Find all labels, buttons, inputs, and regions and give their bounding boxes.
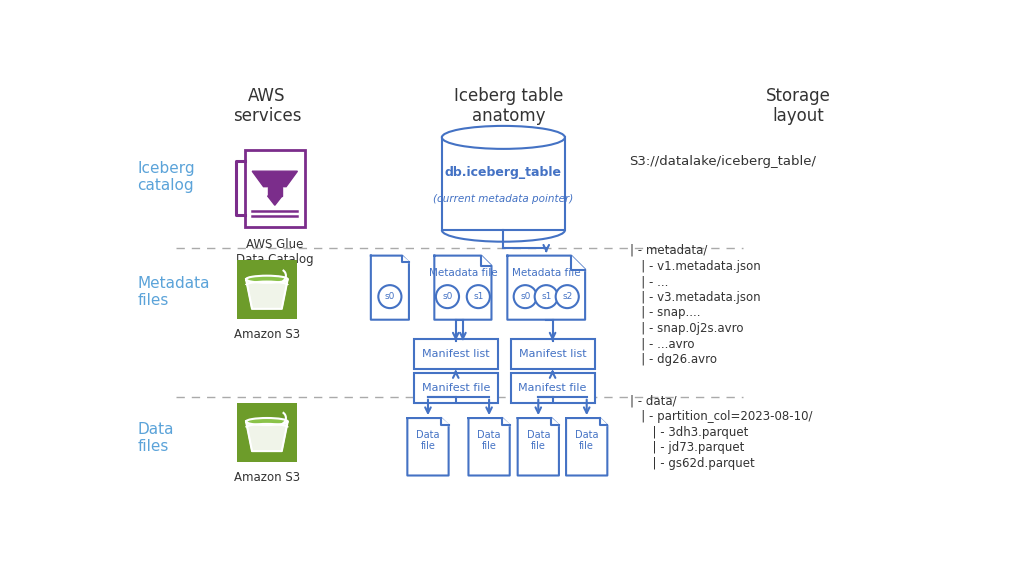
FancyBboxPatch shape	[245, 150, 304, 227]
Text: AWS Glue
Data Catalog: AWS Glue Data Catalog	[236, 238, 313, 266]
Polygon shape	[566, 418, 607, 475]
FancyBboxPatch shape	[414, 339, 498, 369]
Circle shape	[436, 285, 459, 308]
Circle shape	[378, 285, 401, 308]
Text: Data
file: Data file	[526, 429, 550, 451]
Polygon shape	[503, 418, 510, 425]
Polygon shape	[468, 418, 510, 475]
Polygon shape	[434, 255, 492, 320]
Polygon shape	[507, 255, 585, 320]
Text: | - ...: | - ...	[630, 276, 668, 288]
Text: Amazon S3: Amazon S3	[233, 471, 300, 484]
Text: (current metadata pointer): (current metadata pointer)	[433, 194, 573, 204]
Text: s0: s0	[442, 292, 453, 301]
Text: Data
files: Data files	[137, 422, 174, 454]
FancyBboxPatch shape	[238, 260, 297, 320]
Polygon shape	[246, 279, 288, 309]
Text: | - partition_col=2023-08-10/: | - partition_col=2023-08-10/	[630, 410, 812, 423]
Ellipse shape	[442, 126, 565, 149]
Polygon shape	[246, 421, 288, 451]
Text: S3://datalake/iceberg_table/: S3://datalake/iceberg_table/	[630, 155, 816, 168]
Text: | - v3.metadata.json: | - v3.metadata.json	[630, 291, 760, 304]
Text: | - 3dh3.parquet: | - 3dh3.parquet	[630, 426, 748, 439]
Circle shape	[556, 285, 579, 308]
Text: | - dg26.avro: | - dg26.avro	[630, 353, 717, 366]
Text: | - ...avro: | - ...avro	[630, 338, 694, 350]
Text: Amazon S3: Amazon S3	[233, 328, 300, 342]
Text: Manifest file: Manifest file	[518, 383, 587, 393]
Ellipse shape	[246, 276, 288, 283]
Text: Manifest file: Manifest file	[422, 383, 489, 393]
Text: s0: s0	[385, 292, 395, 301]
Text: s1: s1	[473, 292, 483, 301]
Text: | - jd73.parquet: | - jd73.parquet	[630, 441, 743, 454]
Polygon shape	[252, 171, 297, 187]
FancyBboxPatch shape	[511, 339, 595, 369]
Text: s1: s1	[541, 292, 551, 301]
Text: | - metadata/: | - metadata/	[630, 243, 707, 257]
Text: s2: s2	[562, 292, 572, 301]
Polygon shape	[600, 418, 607, 425]
Circle shape	[467, 285, 489, 308]
Text: | - snap.0j2s.avro: | - snap.0j2s.avro	[630, 322, 743, 335]
Polygon shape	[267, 196, 282, 205]
Polygon shape	[441, 418, 449, 425]
FancyBboxPatch shape	[511, 373, 595, 403]
Text: db.iceberg_table: db.iceberg_table	[444, 166, 562, 179]
Text: Metadata file: Metadata file	[512, 269, 581, 278]
Text: Iceberg table
anatomy: Iceberg table anatomy	[455, 87, 563, 125]
Circle shape	[514, 285, 537, 308]
Polygon shape	[371, 255, 409, 320]
Text: s0: s0	[520, 292, 530, 301]
Circle shape	[535, 285, 558, 308]
Text: | - v1.metadata.json: | - v1.metadata.json	[630, 260, 760, 273]
Text: | - gs62d.parquet: | - gs62d.parquet	[630, 457, 755, 470]
Text: Iceberg
catalog: Iceberg catalog	[137, 161, 196, 193]
Text: Data
file: Data file	[416, 429, 439, 451]
Text: Manifest list: Manifest list	[422, 349, 489, 359]
FancyBboxPatch shape	[238, 402, 297, 461]
Text: Data
file: Data file	[477, 429, 501, 451]
Text: Metadata file: Metadata file	[429, 269, 498, 278]
Polygon shape	[518, 418, 559, 475]
Text: Manifest list: Manifest list	[519, 349, 587, 359]
Polygon shape	[267, 187, 282, 196]
Text: Metadata
files: Metadata files	[137, 276, 210, 308]
Text: | - snap....: | - snap....	[630, 307, 700, 319]
Text: Data
file: Data file	[574, 429, 598, 451]
Text: Storage
layout: Storage layout	[766, 87, 831, 125]
Polygon shape	[408, 418, 449, 475]
Text: | - data/: | - data/	[630, 395, 676, 408]
Ellipse shape	[246, 418, 288, 425]
Polygon shape	[552, 418, 559, 425]
Polygon shape	[481, 255, 492, 266]
Polygon shape	[402, 255, 409, 262]
FancyBboxPatch shape	[414, 373, 498, 403]
FancyBboxPatch shape	[442, 137, 565, 230]
Polygon shape	[571, 255, 585, 270]
Text: AWS
services: AWS services	[232, 87, 301, 125]
